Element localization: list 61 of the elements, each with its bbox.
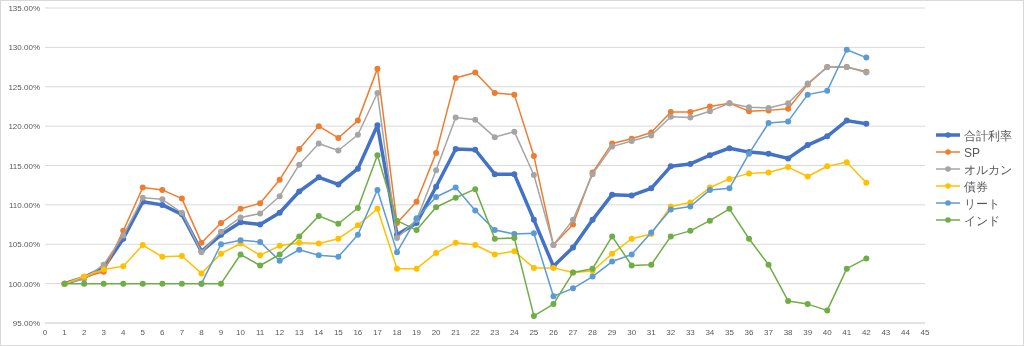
y-tick-label: 135.00% <box>8 4 40 13</box>
x-tick-label: 35 <box>724 328 735 337</box>
x-tick-label: 17 <box>372 328 383 337</box>
x-tick-label: 8 <box>199 328 205 337</box>
x-tick-label: 7 <box>179 328 185 337</box>
legend-label: リート <box>964 196 1000 211</box>
x-tick-label: 4 <box>121 328 126 337</box>
x-tick-label: 25 <box>529 328 539 337</box>
x-tick-label: 3 <box>101 328 107 337</box>
legend-label: 債券 <box>964 179 988 194</box>
x-tick-label: 10 <box>236 328 246 337</box>
x-tick-label: 18 <box>392 328 402 337</box>
y-tick-label: 105.00% <box>8 240 40 250</box>
x-tick-label: 39 <box>803 328 813 337</box>
legend-label: SP <box>964 145 980 160</box>
y-tick-label: 100.00% <box>8 279 40 289</box>
x-tick-label: 42 <box>861 328 872 337</box>
x-tick-label: 19 <box>412 328 422 337</box>
x-tick-label: 45 <box>920 328 930 337</box>
x-tick-label: 37 <box>764 328 774 337</box>
x-tick-label: 36 <box>744 328 754 337</box>
x-tick-label: 21 <box>451 328 461 337</box>
x-tick-label: 32 <box>666 328 676 337</box>
y-tick-label: 125.00% <box>8 82 40 92</box>
x-tick-label: 38 <box>783 328 794 337</box>
x-tick-label: 9 <box>218 328 224 337</box>
x-tick-label: 14 <box>314 328 324 337</box>
x-tick-label: 13 <box>294 328 305 337</box>
y-tick-label: 120.00% <box>8 122 40 132</box>
x-tick-label: 2 <box>81 328 87 337</box>
x-tick-label: 28 <box>588 328 598 337</box>
x-tick-label: 31 <box>646 328 657 337</box>
x-tick-label: 27 <box>568 328 578 337</box>
legend-label: 合計利率 <box>964 128 1012 143</box>
x-tick-label: 16 <box>353 328 363 337</box>
x-tick-label: 23 <box>490 328 500 337</box>
x-tick-label: 20 <box>431 328 442 337</box>
y-tick-label: 110.00% <box>9 200 40 210</box>
x-tick-label: 5 <box>140 328 146 337</box>
x-tick-label: 11 <box>255 328 265 337</box>
x-tick-label: 22 <box>470 328 481 337</box>
x-tick-label: 24 <box>509 328 520 337</box>
x-tick-label: 1 <box>62 328 68 337</box>
y-tick-label: 95.00% <box>12 319 40 328</box>
x-tick-label: 29 <box>607 328 618 337</box>
x-tick-label: 33 <box>685 328 696 337</box>
x-tick-label: 34 <box>705 328 715 337</box>
x-tick-label: 15 <box>333 328 344 337</box>
x-tick-label: 0 <box>42 328 48 337</box>
y-tick-label: 130.00% <box>8 43 40 53</box>
x-tick-label: 40 <box>822 328 833 337</box>
x-tick-label: 12 <box>275 328 285 337</box>
legend-label: インド <box>964 213 1000 228</box>
x-tick-label: 26 <box>548 328 559 337</box>
x-tick-label: 30 <box>627 328 637 337</box>
x-tick-label: 43 <box>881 328 891 337</box>
y-tick-label: 115.00% <box>9 161 40 171</box>
x-tick-label: 44 <box>900 328 911 337</box>
x-tick-label: 41 <box>842 328 852 337</box>
x-tick-label: 6 <box>160 328 166 337</box>
legend-label: オルカン <box>964 162 1012 177</box>
